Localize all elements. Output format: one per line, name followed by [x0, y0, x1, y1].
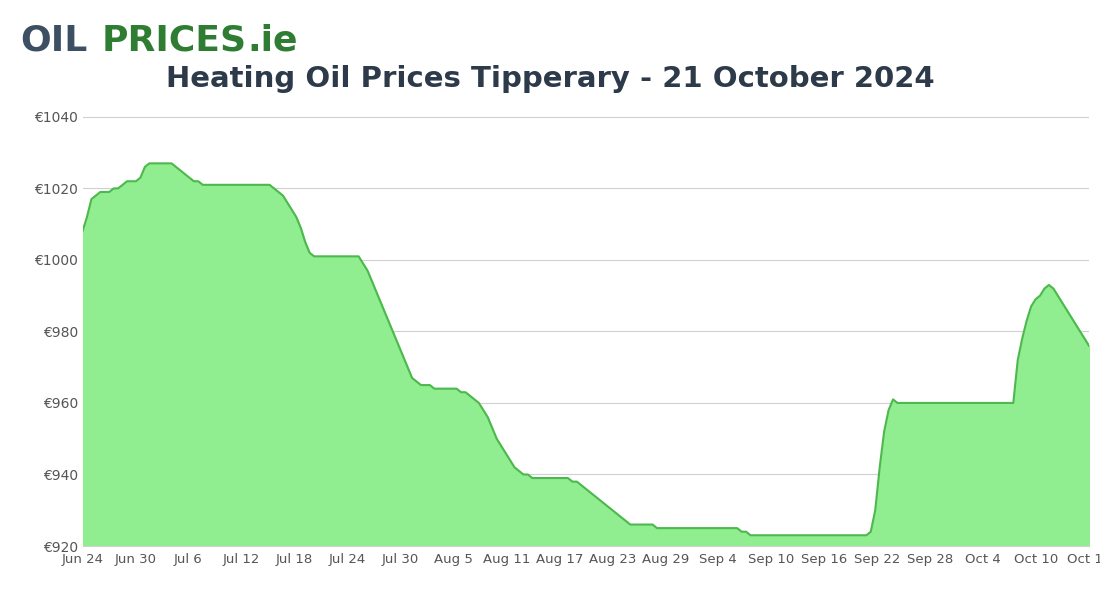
Text: .ie: .ie — [248, 23, 298, 57]
Text: OIL: OIL — [20, 23, 87, 57]
Text: PRICES: PRICES — [101, 23, 246, 57]
Text: Heating Oil Prices Tipperary - 21 October 2024: Heating Oil Prices Tipperary - 21 Octobe… — [166, 65, 934, 93]
